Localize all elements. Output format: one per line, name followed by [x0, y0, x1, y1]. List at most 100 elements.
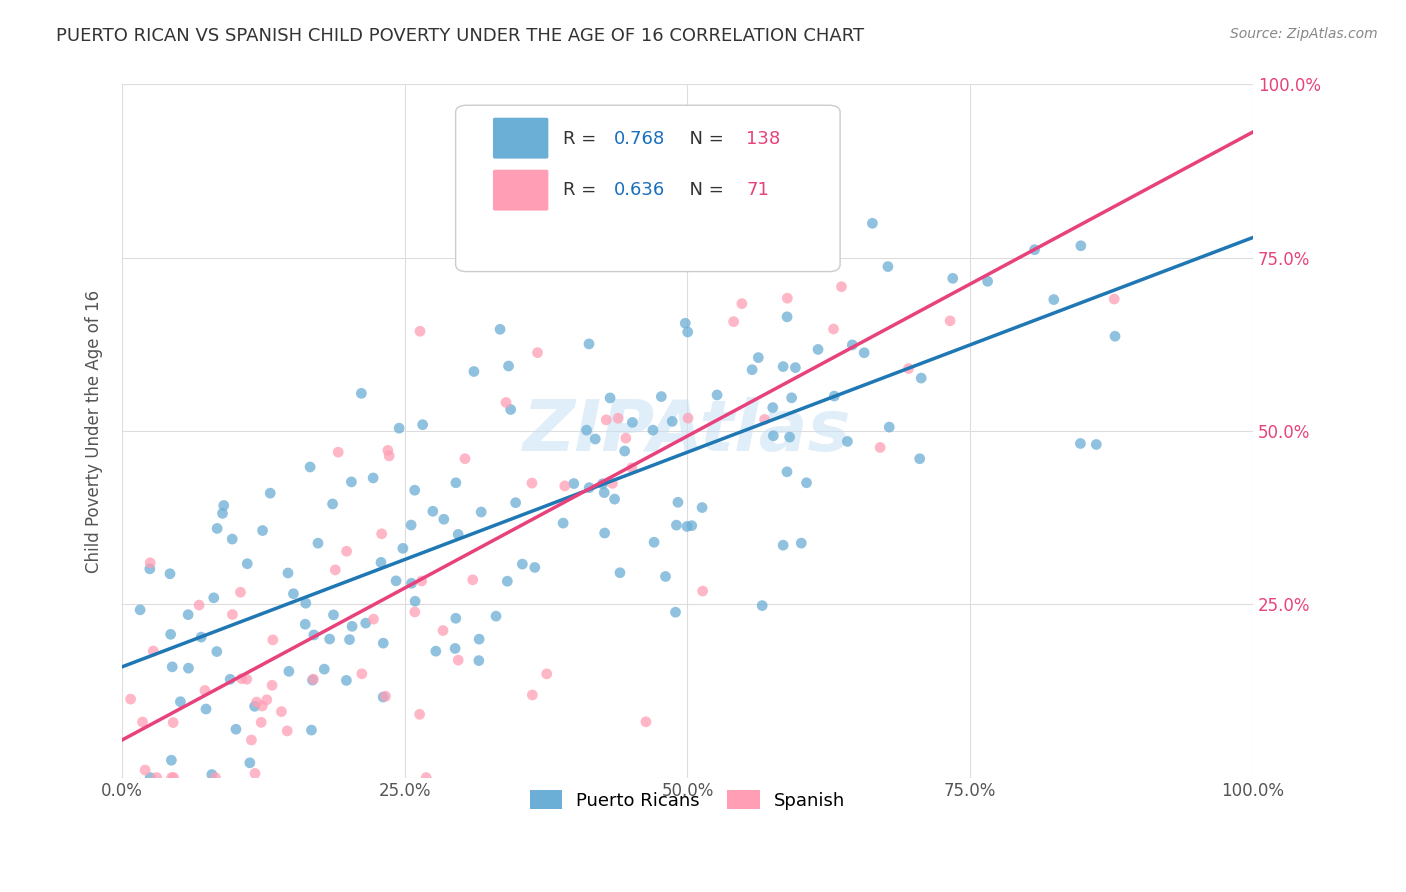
- Spanish: [447, 653, 470, 667]
- Spanish: [554, 479, 576, 493]
- Puerto Ricans: [322, 607, 344, 622]
- Puerto Ricans: [489, 322, 512, 336]
- Spanish: [409, 324, 432, 338]
- Puerto Ricans: [665, 518, 688, 533]
- Puerto Ricans: [673, 316, 696, 330]
- Puerto Ricans: [676, 519, 699, 533]
- Puerto Ricans: [412, 417, 434, 432]
- Spanish: [350, 666, 373, 681]
- Spanish: [270, 705, 292, 719]
- Puerto Ricans: [277, 566, 299, 580]
- Spanish: [461, 573, 484, 587]
- Spanish: [363, 612, 385, 626]
- Puerto Ricans: [392, 541, 415, 556]
- Puerto Ricans: [575, 423, 598, 437]
- Spanish: [731, 296, 754, 310]
- Puerto Ricans: [277, 665, 299, 679]
- Puerto Ricans: [1043, 293, 1066, 307]
- Puerto Ricans: [221, 532, 243, 546]
- Text: N =: N =: [679, 181, 730, 200]
- Puerto Ricans: [860, 216, 883, 230]
- Spanish: [243, 766, 266, 780]
- Puerto Ricans: [283, 587, 305, 601]
- Spanish: [276, 723, 298, 738]
- Puerto Ricans: [195, 702, 218, 716]
- Puerto Ricans: [322, 497, 344, 511]
- Puerto Ricans: [399, 518, 422, 533]
- Puerto Ricans: [159, 566, 181, 581]
- Spanish: [634, 714, 657, 729]
- Puerto Ricans: [302, 628, 325, 642]
- Puerto Ricans: [592, 476, 614, 491]
- Puerto Ricans: [318, 632, 340, 646]
- Spanish: [404, 605, 426, 619]
- Spanish: [139, 556, 162, 570]
- Spanish: [495, 395, 517, 409]
- Puerto Ricans: [976, 274, 998, 288]
- Spanish: [370, 526, 392, 541]
- Spanish: [520, 476, 543, 491]
- Spanish: [252, 698, 274, 713]
- Spanish: [776, 291, 799, 305]
- Text: R =: R =: [562, 181, 602, 200]
- Spanish: [204, 771, 226, 785]
- Puerto Ricans: [877, 420, 900, 434]
- Puerto Ricans: [433, 512, 456, 526]
- Spanish: [323, 563, 346, 577]
- Spanish: [377, 443, 399, 458]
- Text: ZIPAtlas: ZIPAtlas: [523, 397, 852, 466]
- Puerto Ricans: [741, 362, 763, 376]
- Spanish: [221, 607, 243, 622]
- Text: 0.768: 0.768: [614, 129, 665, 147]
- Spanish: [754, 412, 776, 426]
- Spanish: [236, 672, 259, 686]
- Puerto Ricans: [129, 603, 152, 617]
- Puerto Ricans: [498, 359, 520, 373]
- Puerto Ricans: [643, 535, 665, 549]
- Puerto Ricans: [139, 562, 162, 576]
- Puerto Ricans: [301, 673, 323, 687]
- Puerto Ricans: [512, 557, 534, 571]
- Puerto Ricans: [583, 432, 606, 446]
- Puerto Ricans: [578, 337, 600, 351]
- Spanish: [823, 322, 845, 336]
- Puerto Ricans: [1024, 243, 1046, 257]
- Puerto Ricans: [690, 500, 713, 515]
- Spanish: [145, 771, 167, 785]
- Puerto Ricans: [294, 596, 316, 610]
- Puerto Ricans: [523, 560, 546, 574]
- Puerto Ricans: [212, 499, 235, 513]
- Text: 0.636: 0.636: [614, 181, 665, 200]
- Text: 138: 138: [747, 129, 780, 147]
- Spanish: [723, 315, 745, 329]
- Puerto Ricans: [666, 495, 689, 509]
- Puerto Ricans: [177, 607, 200, 622]
- Spanish: [522, 688, 544, 702]
- Puerto Ricans: [404, 594, 426, 608]
- Puerto Ricans: [650, 390, 672, 404]
- Puerto Ricans: [751, 599, 773, 613]
- Spanish: [336, 544, 359, 558]
- Spanish: [328, 445, 350, 459]
- Puerto Ricans: [350, 386, 373, 401]
- Spanish: [607, 411, 630, 425]
- Puerto Ricans: [1085, 437, 1108, 451]
- Spanish: [454, 451, 477, 466]
- Spanish: [262, 632, 284, 647]
- Puerto Ricans: [201, 767, 224, 781]
- Puerto Ricans: [205, 521, 228, 535]
- Spanish: [897, 361, 920, 376]
- Spanish: [1102, 292, 1125, 306]
- Puerto Ricans: [641, 423, 664, 437]
- Puerto Ricans: [853, 345, 876, 359]
- Puerto Ricans: [468, 632, 491, 647]
- Puerto Ricans: [385, 574, 408, 588]
- Puerto Ricans: [562, 476, 585, 491]
- Spanish: [134, 763, 156, 777]
- Puerto Ricans: [676, 325, 699, 339]
- Puerto Ricans: [593, 526, 616, 541]
- Puerto Ricans: [361, 471, 384, 485]
- Spanish: [411, 574, 433, 588]
- Spanish: [432, 624, 454, 638]
- Spanish: [676, 411, 699, 425]
